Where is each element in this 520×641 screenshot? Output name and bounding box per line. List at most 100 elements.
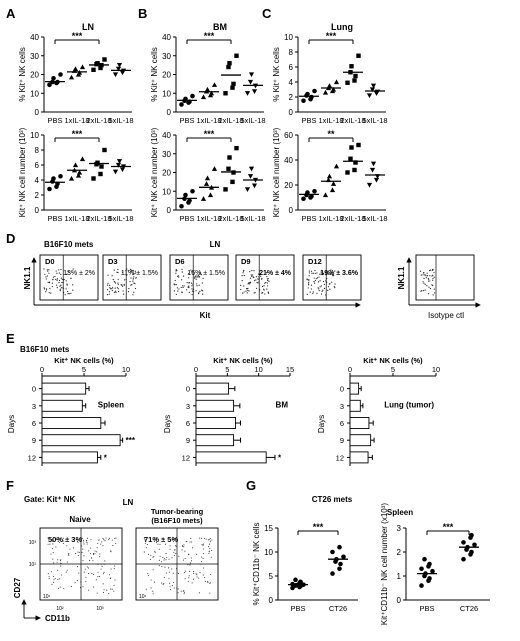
event-dot xyxy=(181,545,183,547)
x-tick-label: 5xIL-18 xyxy=(240,214,265,223)
event-dot xyxy=(191,288,193,290)
data-point xyxy=(366,182,373,188)
event-dot xyxy=(58,282,60,284)
event-dot xyxy=(433,288,435,290)
y-tick-label: 10 xyxy=(30,89,39,98)
event-dot xyxy=(263,289,265,291)
event-dot xyxy=(257,282,259,284)
y-tick-label: 9 xyxy=(340,436,344,445)
event-dot xyxy=(182,286,184,289)
event-dot xyxy=(190,560,193,562)
data-point xyxy=(469,532,474,538)
event-dot xyxy=(155,537,157,539)
event-dot xyxy=(62,542,64,545)
bar-chart-8: Kit⁺ NK cells (%) 0 5 10 0 3 6 9 12 Lung (tumor) xyxy=(336,356,440,466)
event-dot xyxy=(241,279,243,282)
event-dot xyxy=(204,580,206,582)
event-dot xyxy=(106,294,109,296)
event-dot xyxy=(204,577,206,579)
event-dot xyxy=(113,269,115,271)
bar xyxy=(349,382,360,395)
event-dot xyxy=(59,586,61,588)
event-dot xyxy=(311,272,313,274)
isotype-plot xyxy=(415,254,475,301)
event-dot xyxy=(177,572,180,574)
event-dot xyxy=(175,270,177,272)
event-dot xyxy=(85,563,87,565)
panel-g-tissue: Spleen xyxy=(387,508,413,517)
event-dot xyxy=(308,275,310,277)
y-tick-label: 20 xyxy=(30,71,39,80)
event-dot xyxy=(51,540,54,542)
event-dot xyxy=(208,552,210,555)
event-dot xyxy=(323,283,325,285)
event-dot xyxy=(183,285,185,287)
event-dot xyxy=(58,541,61,543)
data-point xyxy=(230,179,235,185)
event-dot xyxy=(171,557,173,559)
event-dot xyxy=(319,286,321,288)
x-tick-label: PBS xyxy=(47,214,62,223)
event-dot xyxy=(322,280,325,283)
data-point xyxy=(322,89,329,95)
y-tick-label: 40 xyxy=(162,131,171,140)
event-dot xyxy=(202,543,205,545)
event-dot xyxy=(186,281,188,284)
facs-percentage: 11% ± 1.5% xyxy=(121,270,158,277)
data-point xyxy=(95,61,100,66)
event-dot xyxy=(427,280,430,282)
event-dot xyxy=(157,543,159,545)
event-dot xyxy=(188,282,191,284)
x-tick-label: PBS xyxy=(301,214,316,223)
event-dot xyxy=(134,287,137,290)
event-dot xyxy=(323,287,326,290)
days-axis-label: Days xyxy=(7,415,16,433)
event-dot xyxy=(107,282,109,284)
event-dot xyxy=(57,559,59,561)
y-tick-label: 12 xyxy=(182,453,190,462)
event-dot xyxy=(161,582,163,584)
event-dot xyxy=(105,537,107,539)
data-point xyxy=(370,83,377,89)
event-dot xyxy=(426,272,428,274)
event-dot xyxy=(261,285,264,288)
data-point xyxy=(76,169,83,175)
event-dot xyxy=(102,537,104,540)
event-dot xyxy=(102,591,104,594)
event-dot xyxy=(195,275,197,277)
event-dot xyxy=(53,579,55,581)
event-dot xyxy=(240,288,242,291)
event-dot xyxy=(258,276,260,278)
event-dot xyxy=(130,284,132,286)
event-dot xyxy=(175,545,177,547)
panel-f-header: Gate: Kit⁺ NK xyxy=(24,495,76,504)
event-dot xyxy=(318,288,320,290)
event-dot xyxy=(320,270,323,272)
event-dot xyxy=(174,537,176,539)
event-dot xyxy=(81,551,83,554)
panel-letter: C xyxy=(262,6,272,21)
event-dot xyxy=(53,581,55,583)
event-dot xyxy=(86,541,88,543)
event-dot xyxy=(184,558,186,560)
data-point xyxy=(47,82,52,88)
event-dot xyxy=(431,284,433,286)
event-dot xyxy=(422,274,424,276)
event-dot xyxy=(58,272,60,274)
data-point xyxy=(115,162,122,168)
event-dot xyxy=(246,292,248,294)
event-dot xyxy=(97,575,99,577)
data-point xyxy=(305,91,310,97)
data-point xyxy=(330,86,337,92)
event-dot xyxy=(152,590,154,592)
x-tick-label: 0 xyxy=(348,365,352,374)
event-dot xyxy=(96,547,98,549)
event-dot xyxy=(196,574,198,576)
panel-f: Gate: Kit⁺ NK LN 50% ± 3% 10¹ 71% ± 5% 10¹ Nai… xyxy=(13,495,219,623)
event-dot xyxy=(108,291,111,293)
panel-d-header: B16F10 mets xyxy=(44,240,94,249)
event-dot xyxy=(145,547,147,549)
plot-title: Lung xyxy=(331,22,353,32)
event-dot xyxy=(251,269,253,272)
